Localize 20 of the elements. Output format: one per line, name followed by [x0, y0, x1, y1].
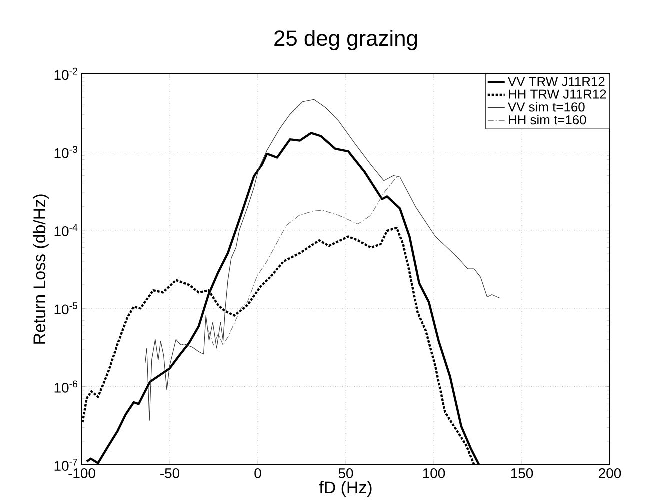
- y-tick-label: 10$^{-2}$: [54, 68, 78, 80]
- x-tick-label: 0: [254, 468, 262, 478]
- x-tick-label: 50: [338, 468, 354, 478]
- x-tick-label: 150: [511, 468, 534, 478]
- y-tick-label: 10$^{-6}$: [54, 380, 78, 393]
- y-tick-label: 10$^{-3}$: [54, 146, 78, 158]
- y-axis-title: Return Loss (db/Hz): [33, 194, 49, 344]
- legend-label: HH sim t=160: [509, 115, 586, 125]
- x-tick-label: -50: [160, 468, 180, 478]
- line-series: [208, 176, 398, 346]
- legend-label: VV sim t=160: [508, 102, 585, 112]
- line-series: [145, 99, 500, 421]
- x-tick-label: 200: [599, 468, 622, 478]
- y-tick-label: 10$^{-4}$: [54, 224, 78, 236]
- chart-title: 25 deg grazing: [274, 30, 418, 51]
- y-tick-label: 10$^{-5}$: [54, 302, 78, 315]
- legend-label: HH TRW J11R12: [509, 90, 606, 99]
- x-axis-title: fD (Hz): [319, 481, 372, 498]
- x-tick-label: 100: [423, 468, 446, 478]
- legend-label: VV TRW J11R12: [508, 77, 605, 86]
